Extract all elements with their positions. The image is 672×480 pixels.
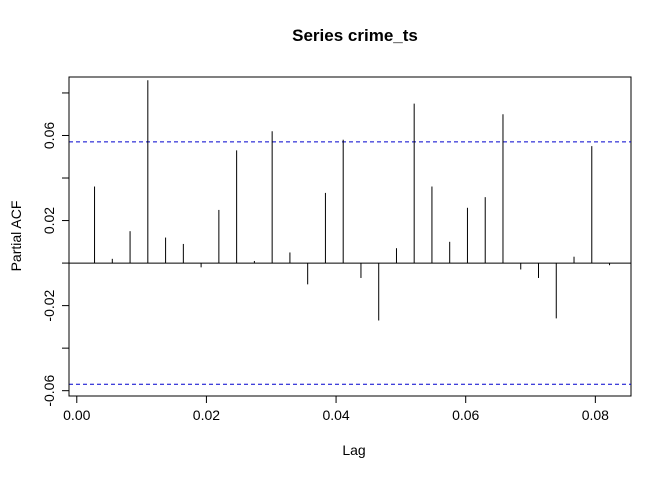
chart-title: Series crime_ts	[292, 26, 418, 45]
y-tick-label: 0.06	[41, 122, 57, 149]
x-axis: 0.00 0.02 0.04 0.06 0.08	[63, 395, 609, 423]
y-tick-label: -0.06	[41, 375, 57, 407]
x-tick-label: 0.00	[63, 407, 90, 423]
confidence-bounds	[69, 141, 631, 385]
pacf-bars	[94, 80, 611, 321]
x-tick-label: 0.08	[582, 407, 609, 423]
y-tick-label: 0.02	[41, 207, 57, 234]
x-tick-label: 0.04	[322, 407, 349, 423]
plot-frame	[68, 76, 632, 397]
y-axis-label: Partial ACF	[8, 201, 24, 272]
x-tick-label: 0.06	[452, 407, 479, 423]
x-axis-label: Lag	[342, 442, 365, 458]
x-tick-label: 0.02	[193, 407, 220, 423]
y-axis: -0.06 -0.02 0.02 0.06	[41, 92, 70, 407]
y-tick-label: -0.02	[41, 289, 57, 321]
